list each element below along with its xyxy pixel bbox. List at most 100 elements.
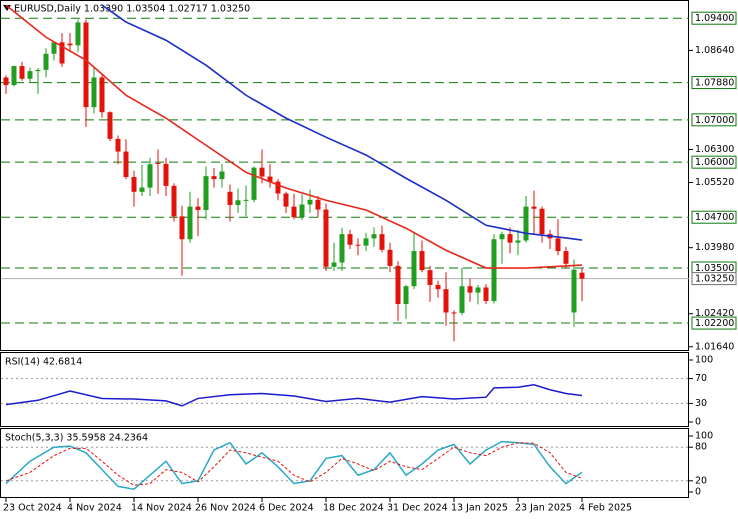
candle-body xyxy=(291,206,297,218)
candle-body xyxy=(219,171,225,180)
candle-body xyxy=(419,251,425,271)
candle-body xyxy=(411,251,417,287)
indicator-line xyxy=(5,442,583,486)
x-tick-label: 13 Jan 2025 xyxy=(451,503,508,514)
candle-body xyxy=(523,206,529,241)
candle-body xyxy=(99,77,105,113)
candle-body xyxy=(427,270,433,285)
candle-body xyxy=(203,176,209,211)
y-tick-label: 70 xyxy=(695,373,707,384)
moving-average xyxy=(5,4,583,269)
level-label: 1.09400 xyxy=(695,13,734,24)
last-price-label: 1.03250 xyxy=(695,274,734,285)
candle-body xyxy=(83,22,89,108)
candle-body xyxy=(443,289,449,313)
y-tick-label: 80 xyxy=(695,442,707,453)
candle-body xyxy=(363,238,369,246)
candle-body xyxy=(123,151,129,177)
candle-body xyxy=(59,42,65,64)
candle-body xyxy=(155,163,161,165)
candle-body xyxy=(51,42,57,54)
candle-body xyxy=(187,206,193,240)
candle-body xyxy=(227,191,233,205)
candle-body xyxy=(115,138,121,152)
candle-body xyxy=(67,43,73,46)
moving-average xyxy=(101,4,583,241)
indicator-line xyxy=(5,440,583,491)
candle-body xyxy=(347,234,353,245)
level-label: 1.04700 xyxy=(695,212,734,223)
candle-body xyxy=(403,286,409,305)
level-label: 1.06000 xyxy=(695,157,734,168)
candle-body xyxy=(579,272,585,279)
candle-body xyxy=(475,287,481,293)
candle-body xyxy=(371,234,377,239)
y-tick-label: 1.05520 xyxy=(695,177,734,188)
candle-body xyxy=(75,22,81,46)
candle-body xyxy=(387,249,393,266)
y-tick-label: 30 xyxy=(695,398,707,409)
candle-body xyxy=(3,77,9,86)
level-box xyxy=(691,210,737,224)
candle-body xyxy=(395,265,401,305)
indicator-line xyxy=(5,384,583,407)
candle-body xyxy=(163,163,169,186)
y-tick-label: 1.01640 xyxy=(695,341,734,352)
candle-body xyxy=(435,284,441,290)
y-tick-label: 100 xyxy=(695,431,713,442)
candle-body xyxy=(131,176,137,192)
candle-body xyxy=(339,234,345,263)
candle-body xyxy=(259,167,265,177)
last-price-box xyxy=(691,272,737,286)
x-tick-label: 14 Nov 2024 xyxy=(131,503,192,514)
candle-body xyxy=(531,206,537,209)
candle-body xyxy=(211,176,217,180)
candle-body xyxy=(43,53,49,70)
main-frame xyxy=(0,0,689,351)
stoch-frame xyxy=(0,428,689,498)
y-tick-label: 1.08640 xyxy=(695,45,734,56)
candle-body xyxy=(179,216,185,240)
candle-body xyxy=(563,251,569,264)
candle-body xyxy=(499,234,505,240)
y-tick-label: 1.06300 xyxy=(695,144,734,155)
level-label: 1.07880 xyxy=(695,78,734,89)
candle-body xyxy=(11,66,17,86)
candle-body xyxy=(555,238,561,252)
candle-body xyxy=(571,269,577,313)
candle-body xyxy=(307,199,313,205)
candle-body xyxy=(243,199,249,201)
y-tick-label: 1.03980 xyxy=(695,242,734,253)
candle-body xyxy=(19,66,25,79)
candle-body xyxy=(267,176,273,182)
level-label: 1.07000 xyxy=(695,115,734,126)
y-tick-label: 20 xyxy=(695,475,707,486)
candle-body xyxy=(27,71,33,79)
candle-body xyxy=(467,286,473,293)
level-box xyxy=(691,113,737,127)
candle-body xyxy=(459,286,465,313)
level-label: 1.02200 xyxy=(695,318,734,329)
candle-body xyxy=(515,240,521,243)
stoch-title: Stoch(5,3,3) 35.5958 24.2364 xyxy=(5,433,148,444)
x-tick-label: 23 Jan 2025 xyxy=(515,503,572,514)
x-tick-label: 4 Feb 2025 xyxy=(579,503,632,514)
level-box xyxy=(691,155,737,169)
candle-body xyxy=(379,234,385,250)
candle-body xyxy=(171,185,177,217)
candle-body xyxy=(355,244,361,246)
candle-body xyxy=(251,167,257,200)
candle-body xyxy=(35,69,41,72)
rsi-frame xyxy=(0,352,689,427)
candle-body xyxy=(275,181,281,194)
chart-title: EURUSD,Daily 1.03390 1.03504 1.02717 1.0… xyxy=(14,4,250,15)
y-tick-label: 1.02420 xyxy=(695,308,734,319)
candle-body xyxy=(451,312,457,314)
candle-body xyxy=(483,287,489,302)
x-tick-label: 6 Dec 2024 xyxy=(259,503,314,514)
candle-body xyxy=(235,200,241,205)
x-tick-label: 4 Nov 2024 xyxy=(67,503,122,514)
